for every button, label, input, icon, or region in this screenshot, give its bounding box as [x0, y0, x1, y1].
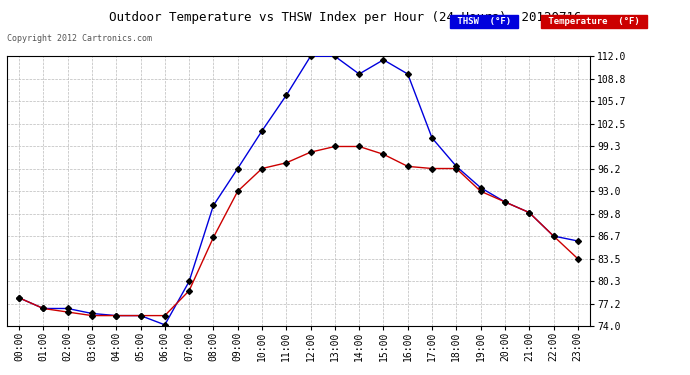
Text: Temperature  (°F): Temperature (°F) — [543, 17, 645, 26]
Text: THSW  (°F): THSW (°F) — [452, 17, 516, 26]
Text: Copyright 2012 Cartronics.com: Copyright 2012 Cartronics.com — [7, 34, 152, 43]
Text: Outdoor Temperature vs THSW Index per Hour (24 Hours)  20120716: Outdoor Temperature vs THSW Index per Ho… — [109, 11, 581, 24]
